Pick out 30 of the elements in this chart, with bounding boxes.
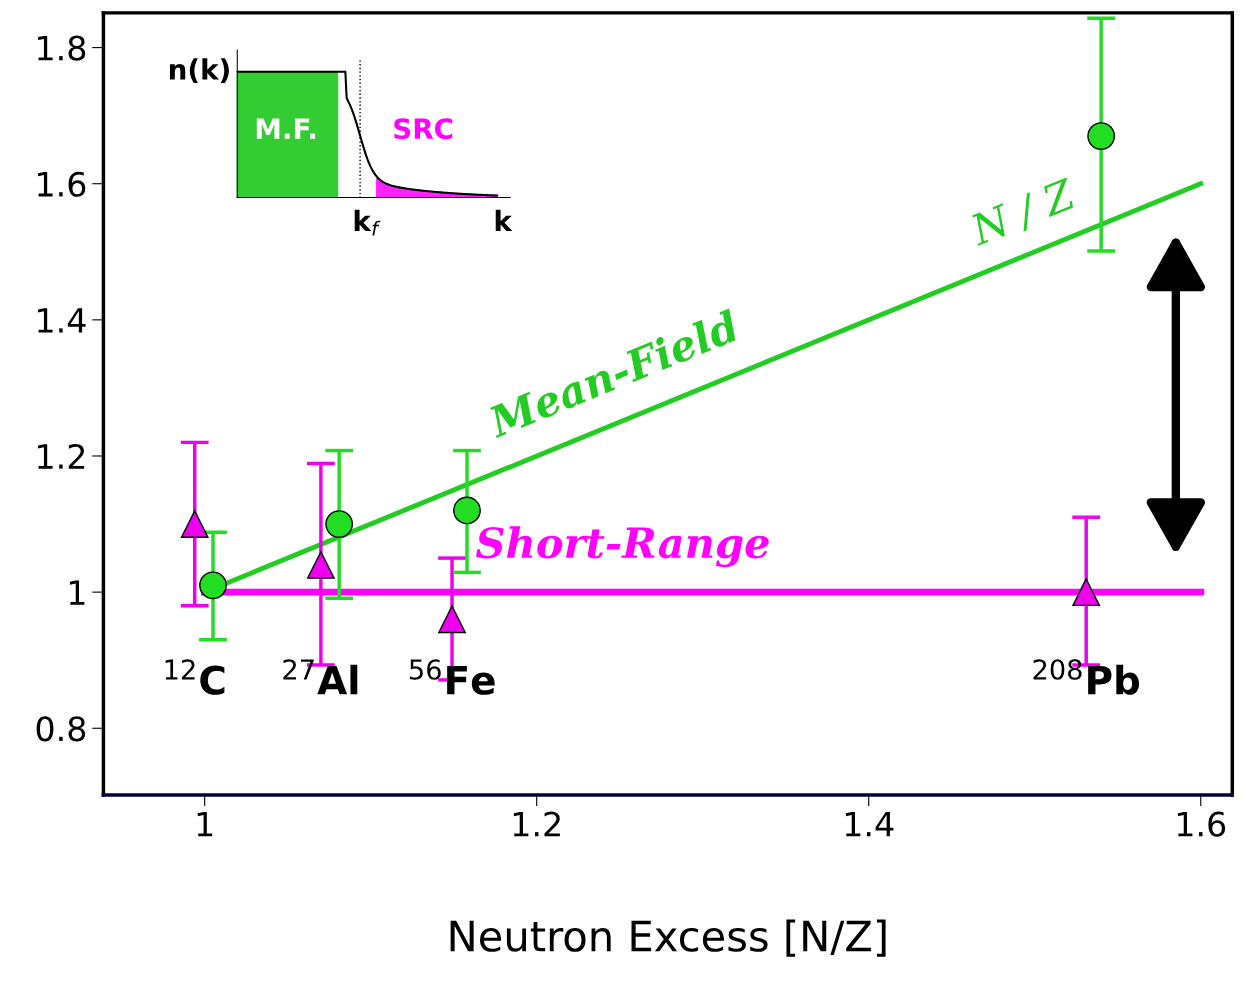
point [199, 571, 227, 600]
point [307, 551, 335, 579]
annotation: $^{56}$Fe [409, 659, 495, 695]
y-tick-label: 0.8 [36, 716, 86, 742]
annotation: $^{27}$Al [283, 659, 358, 695]
annotation: k [495, 209, 513, 231]
point [453, 496, 481, 525]
series-label: Short-Range [476, 526, 769, 568]
point [325, 510, 354, 538]
annotation: SRC [394, 118, 453, 140]
point [180, 510, 209, 538]
annotation: $^{12}$C [165, 659, 225, 695]
annotation: n(k) [169, 58, 229, 84]
point [1072, 578, 1101, 607]
x-tick-label: 1.6 [1177, 811, 1226, 837]
x-tick-label: 1 [197, 811, 213, 837]
x-axis-title: Neutron Excess [N/Z] [450, 919, 886, 957]
annotation: M.F. [256, 118, 316, 139]
point [1087, 122, 1116, 150]
annotation: $^{208}$Pb [1033, 659, 1140, 695]
x-tick-label: 1.4 [845, 811, 894, 837]
y-tick-label: 1.4 [38, 308, 86, 333]
y-tick-label: 1.6 [38, 171, 86, 197]
y-tick-label: 1.2 [38, 443, 85, 469]
x-tick-label: 1.2 [513, 811, 560, 837]
y-tick-label: 1 [69, 580, 85, 605]
point [438, 605, 466, 634]
annotation: N / Z [966, 177, 1080, 250]
annotation: k$_{f}$ [354, 209, 381, 236]
y-tick-label: 1.8 [38, 35, 86, 61]
